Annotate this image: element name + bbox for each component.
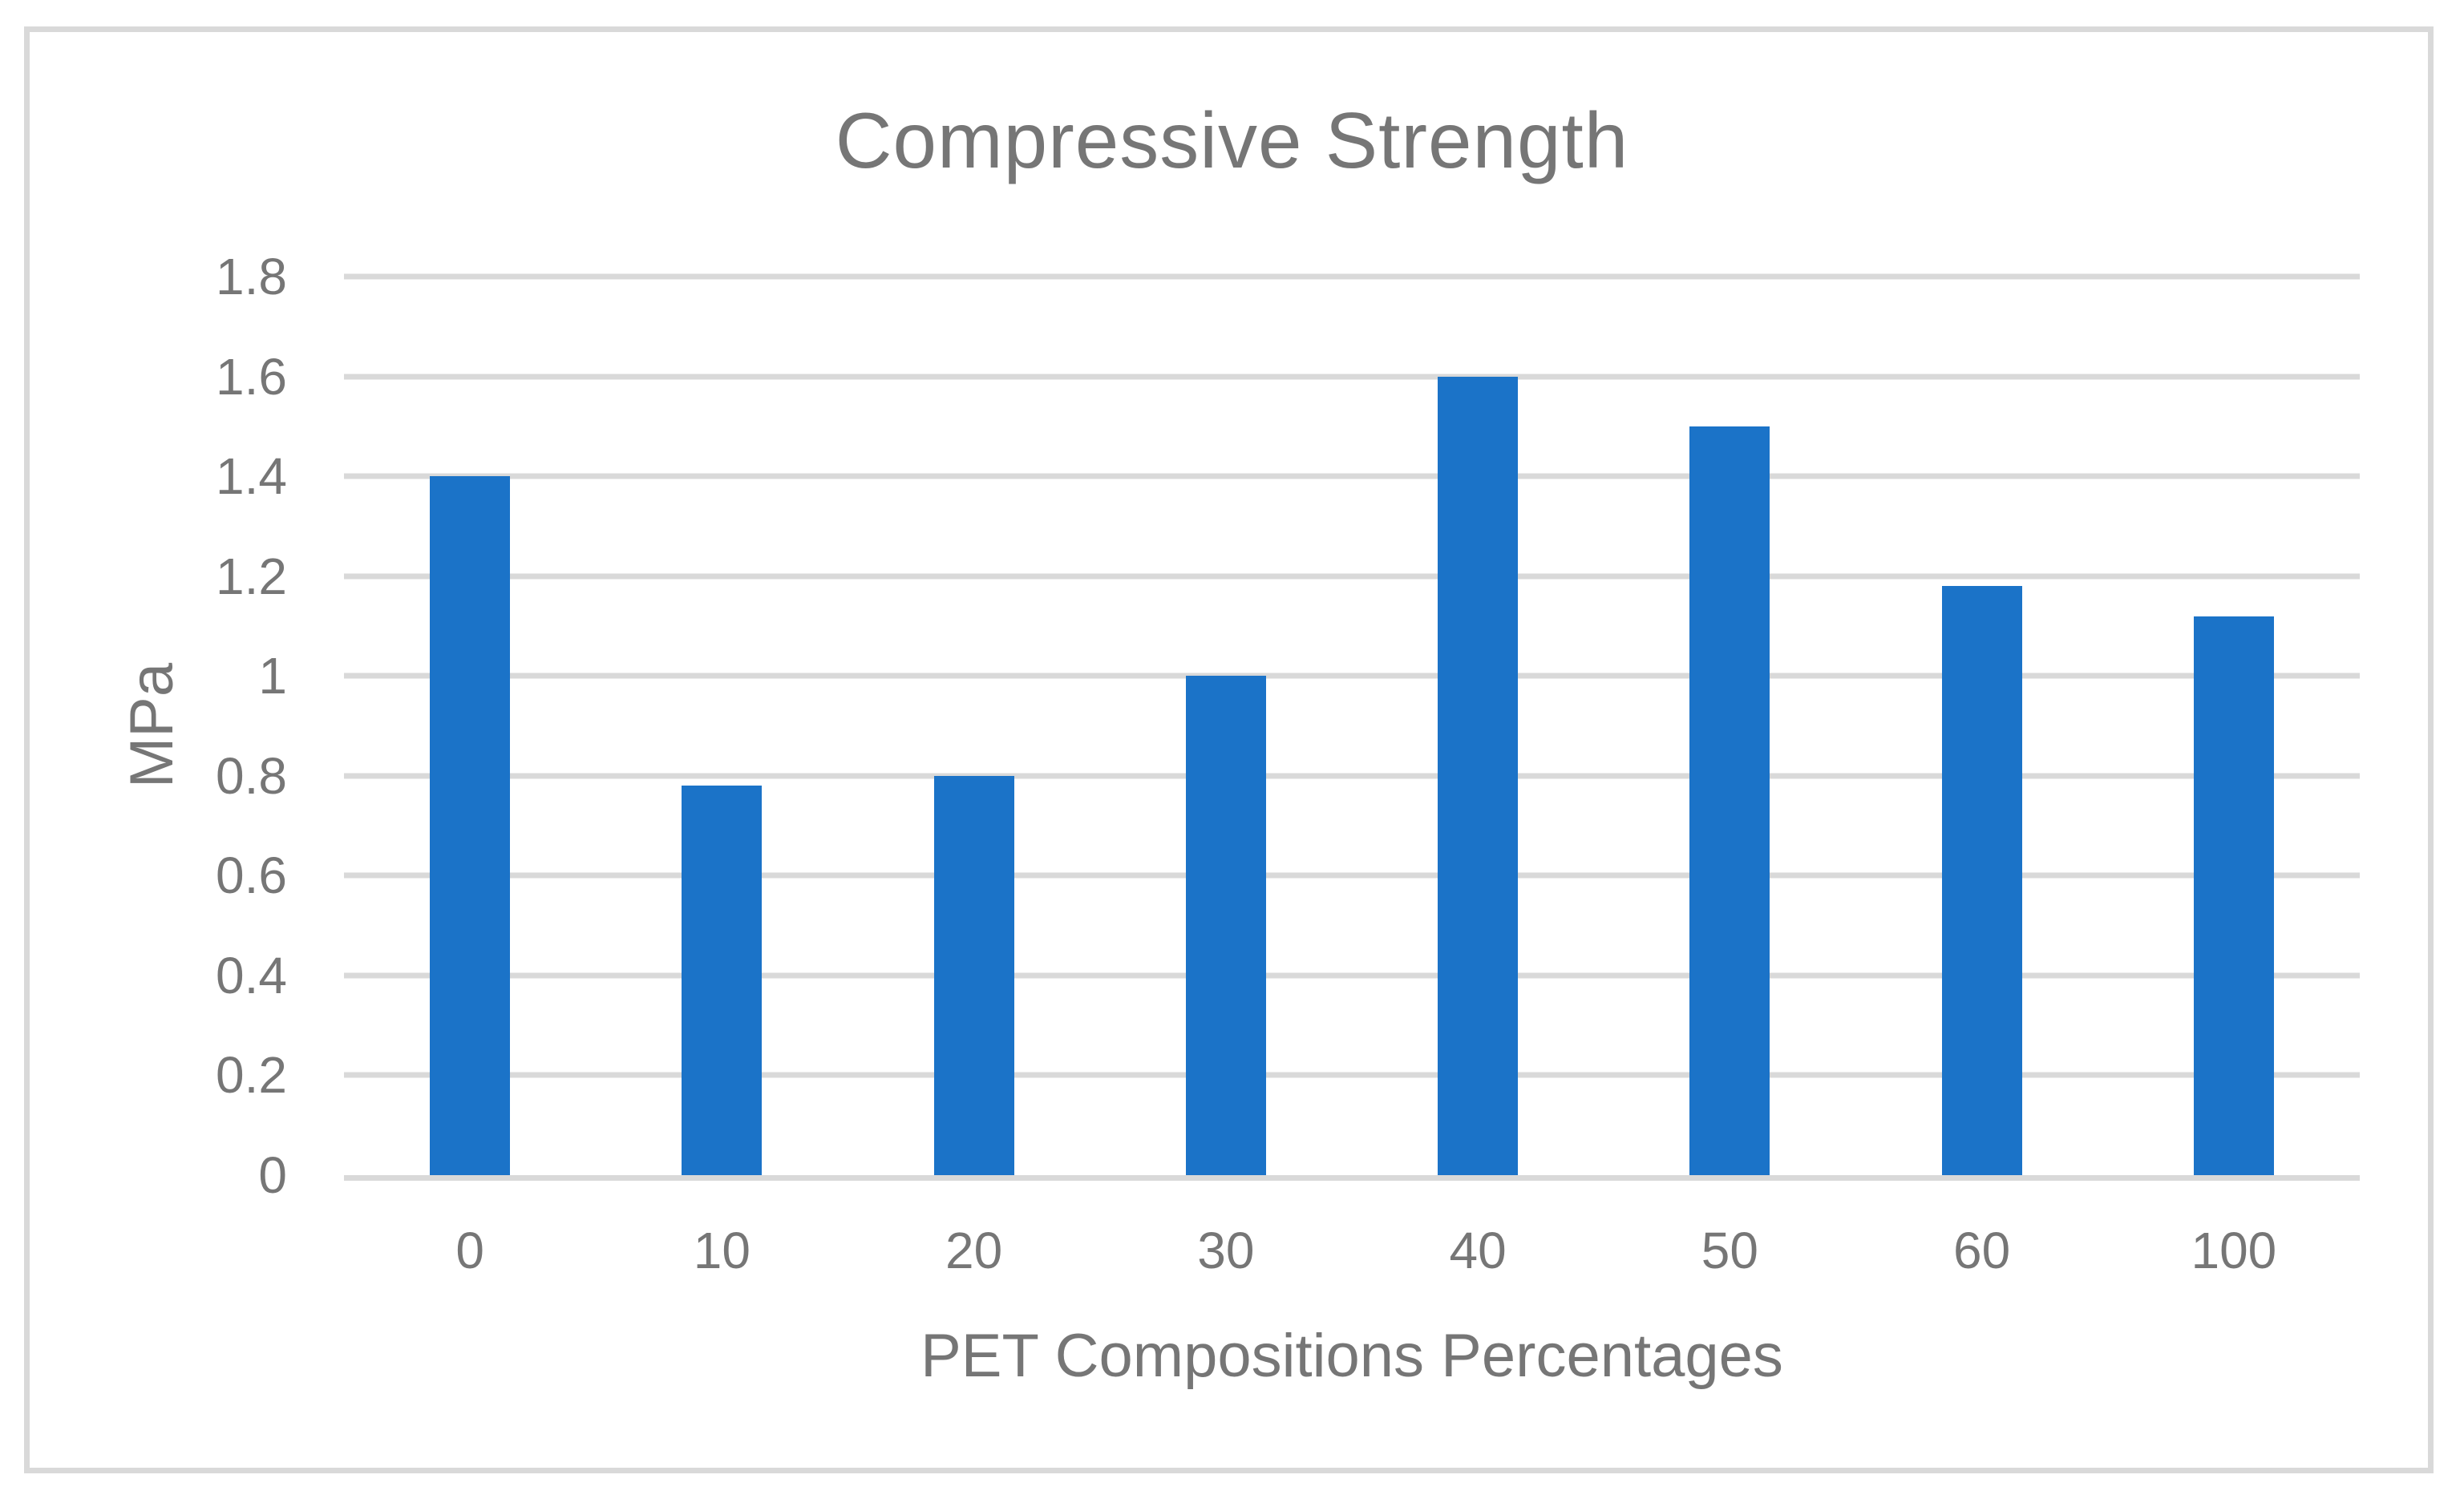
y-tick-label: 0.8 <box>216 746 287 805</box>
bar <box>430 476 511 1175</box>
bar-series <box>344 277 2360 1175</box>
y-tick-label: 1.6 <box>216 347 287 406</box>
y-tick-label: 0.4 <box>216 946 287 1004</box>
bar <box>682 786 763 1175</box>
gridline <box>344 773 2360 779</box>
x-tick-label: 60 <box>1953 1222 2011 1279</box>
x-tick-label: 50 <box>1701 1222 1758 1279</box>
y-tick-label: 1.2 <box>216 547 287 605</box>
x-axis-title: PET Compositions Percentages <box>920 1322 1783 1390</box>
gridline <box>344 673 2360 679</box>
x-tick-label: 0 <box>455 1222 484 1279</box>
bar-slot <box>1352 277 1604 1175</box>
gridline <box>344 273 2360 280</box>
bar-slot <box>2108 277 2360 1175</box>
y-tick-label: 0.2 <box>216 1046 287 1105</box>
chart-title: Compressive Strength <box>835 96 1629 184</box>
x-tick-label: 30 <box>1197 1222 1255 1279</box>
bar <box>1941 586 2022 1175</box>
plot-area <box>344 273 2360 1181</box>
gridline <box>344 1072 2360 1078</box>
bar-slot <box>848 277 1100 1175</box>
bar-slot <box>596 277 848 1175</box>
gridline <box>344 872 2360 879</box>
bar <box>1689 426 1770 1175</box>
gridline <box>344 972 2360 979</box>
x-tick-label: 40 <box>1449 1222 1507 1279</box>
bar-slot <box>1100 277 1352 1175</box>
x-axis-tick-labels: 0 10 20 30 40 50 60 100 <box>344 1225 2360 1276</box>
bar <box>2193 616 2274 1175</box>
y-tick-label: 1.4 <box>216 447 287 506</box>
gridline <box>344 473 2360 479</box>
gridline <box>344 374 2360 380</box>
bar-slot <box>344 277 596 1175</box>
bar-slot <box>1856 277 2108 1175</box>
x-tick-label: 100 <box>2191 1222 2277 1279</box>
y-tick-label: 1 <box>258 647 287 705</box>
gridline <box>344 573 2360 580</box>
bar <box>933 775 1014 1175</box>
bar <box>1185 676 1266 1175</box>
bar-slot <box>1604 277 1855 1175</box>
x-tick-label: 10 <box>693 1222 751 1279</box>
y-tick-label: 0.6 <box>216 846 287 905</box>
bar <box>1438 376 1519 1175</box>
y-tick-label: 0 <box>258 1146 287 1204</box>
y-tick-label: 1.8 <box>216 248 287 305</box>
y-axis-tick-labels: 1.8 1.6 1.4 1.2 1 0.8 0.6 0.4 0.2 0 <box>0 251 287 1201</box>
x-tick-label: 20 <box>945 1222 1003 1279</box>
